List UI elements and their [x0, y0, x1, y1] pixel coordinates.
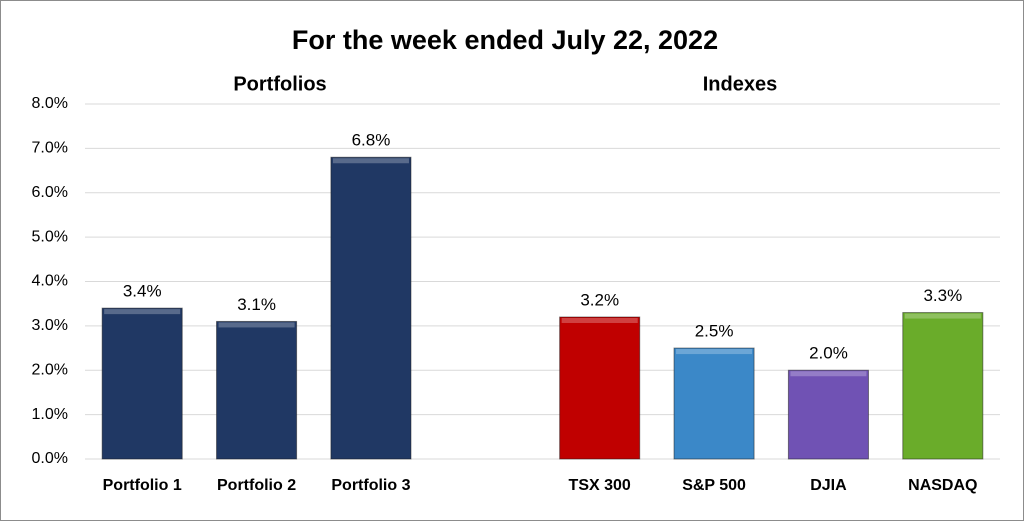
data-label: 3.2%: [580, 290, 619, 309]
x-tick-label: Portfolio 2: [217, 477, 296, 494]
y-tick-label: 8.0%: [32, 95, 68, 112]
bar-bevel: [332, 158, 409, 164]
group-label: Indexes: [703, 73, 777, 95]
bar: [902, 312, 984, 460]
bar: [101, 307, 183, 460]
data-label: 6.8%: [352, 131, 391, 150]
bar-bevel: [904, 313, 981, 319]
y-tick-label: 3.0%: [32, 317, 68, 334]
bar-bevel: [561, 318, 638, 323]
x-tick-label: TSX 300: [569, 477, 631, 494]
group-label: Portfolios: [233, 73, 326, 95]
bar-bevel: [790, 371, 867, 377]
bar: [787, 369, 869, 460]
bar: [559, 316, 641, 460]
y-tick-label: 2.0%: [32, 361, 68, 378]
bar-bevel: [104, 309, 181, 315]
x-tick-label: Portfolio 1: [103, 477, 182, 494]
bar-bevel: [218, 322, 295, 328]
data-label: 2.5%: [695, 322, 734, 341]
data-label: 2.0%: [809, 344, 848, 363]
y-tick-label: 4.0%: [32, 273, 68, 290]
data-label: 3.1%: [237, 295, 276, 314]
x-tick-label: S&P 500: [682, 477, 746, 494]
bar-bevel: [676, 349, 753, 355]
y-tick-label: 0.0%: [32, 450, 68, 467]
data-label: 3.4%: [123, 282, 162, 301]
x-tick-label: DJIA: [810, 477, 847, 494]
y-tick-label: 1.0%: [32, 406, 68, 423]
bar: [216, 320, 298, 460]
chart-title: For the week ended July 22, 2022: [292, 25, 718, 55]
x-tick-label: Portfolio 3: [331, 477, 410, 494]
x-tick-label: NASDAQ: [908, 477, 977, 494]
y-tick-label: 5.0%: [32, 228, 68, 245]
bar: [673, 347, 755, 460]
y-tick-label: 7.0%: [32, 140, 68, 157]
y-tick-label: 6.0%: [32, 184, 68, 201]
bar: [330, 156, 412, 460]
data-label: 3.3%: [923, 286, 962, 305]
